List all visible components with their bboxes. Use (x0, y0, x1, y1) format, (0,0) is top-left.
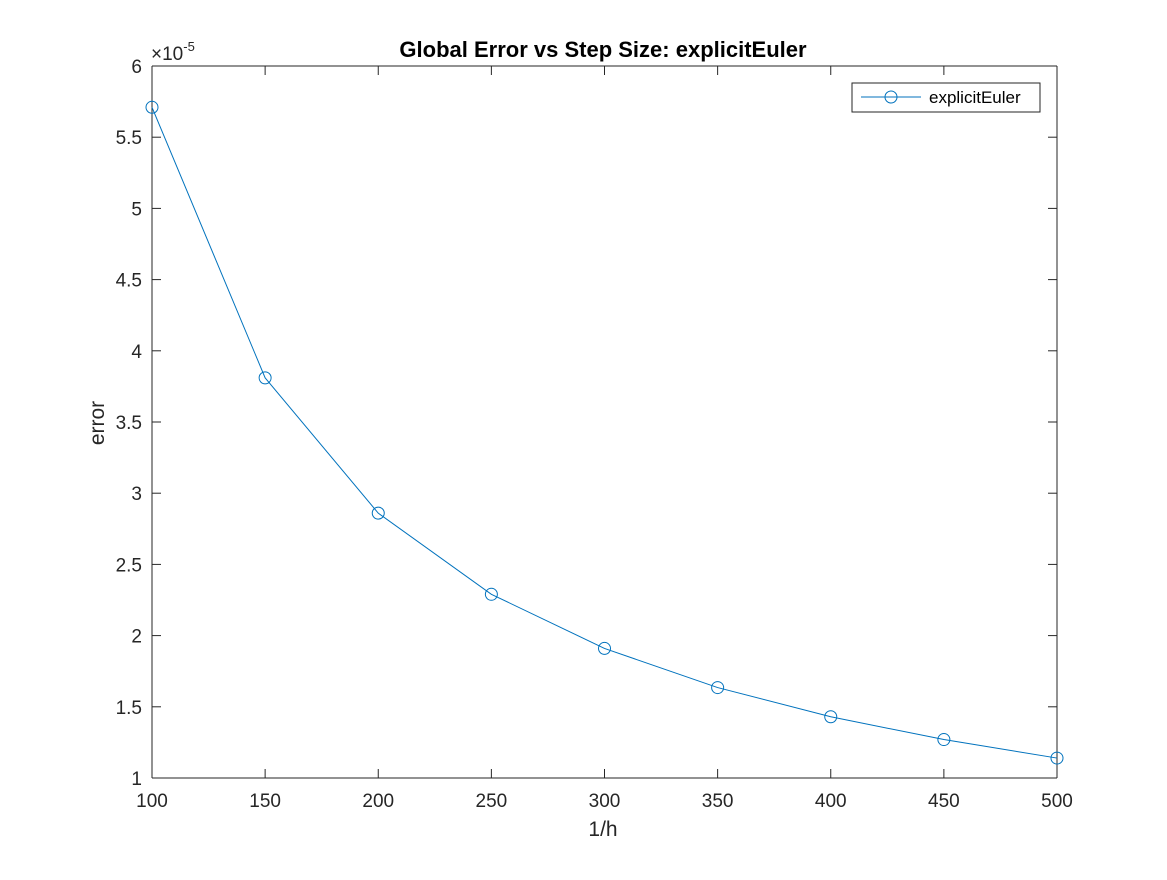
y-tick-label: 4 (131, 342, 142, 363)
axes-box (151, 65, 1058, 779)
x-tick-label: 350 (702, 791, 734, 812)
data-point-marker (484, 587, 498, 601)
y-tick-label: 5.5 (116, 128, 142, 149)
x-tick-label: 300 (589, 791, 621, 812)
y-tick-label: 1 (131, 769, 142, 790)
data-point-marker (711, 681, 725, 695)
data-point-marker (937, 733, 951, 747)
data-point-marker (371, 506, 385, 520)
x-axis-label: 1/h (588, 818, 617, 841)
y-axis-exponent-base: ×10 (151, 44, 183, 65)
y-tick-label: 2 (131, 627, 142, 648)
data-point-marker (824, 710, 838, 724)
x-tick-label: 250 (476, 791, 508, 812)
y-tick-label: 3 (131, 484, 142, 505)
legend-marker-sample (884, 90, 898, 104)
y-axis-exponent: ×10-5 (151, 39, 195, 65)
x-tick-label: 400 (815, 791, 847, 812)
data-point-marker (1050, 751, 1064, 765)
y-axis-label: error (86, 401, 109, 445)
x-tick-label: 200 (362, 791, 394, 812)
legend: explicitEuler (851, 82, 1041, 113)
y-tick-label: 3.5 (116, 413, 142, 434)
y-tick-label: 6 (131, 57, 142, 78)
legend-entry-label: explicitEuler (929, 88, 1021, 107)
series-layer (145, 100, 1064, 765)
y-axis-exponent-power: -5 (183, 39, 195, 54)
x-axis-ticks: 100 150 200 250 300 350 400 450 500 (136, 66, 1073, 812)
x-tick-label: 150 (249, 791, 281, 812)
chart-title: Global Error vs Step Size: explicitEuler (399, 37, 807, 62)
y-axis-ticks: 1 1.5 2 2.5 3 3.5 4 4.5 5 5.5 6 (116, 57, 1057, 790)
y-tick-label: 5 (131, 199, 142, 220)
y-tick-label: 2.5 (116, 555, 142, 576)
y-tick-label: 1.5 (116, 698, 142, 719)
series-line-explicitEuler (151, 107, 1058, 759)
x-tick-label: 500 (1041, 791, 1073, 812)
data-point-marker (598, 641, 611, 655)
x-tick-label: 100 (136, 791, 168, 812)
x-tick-label: 450 (928, 791, 960, 812)
data-point-marker (145, 100, 159, 114)
data-point-marker (258, 371, 272, 385)
y-tick-label: 4.5 (116, 271, 142, 292)
